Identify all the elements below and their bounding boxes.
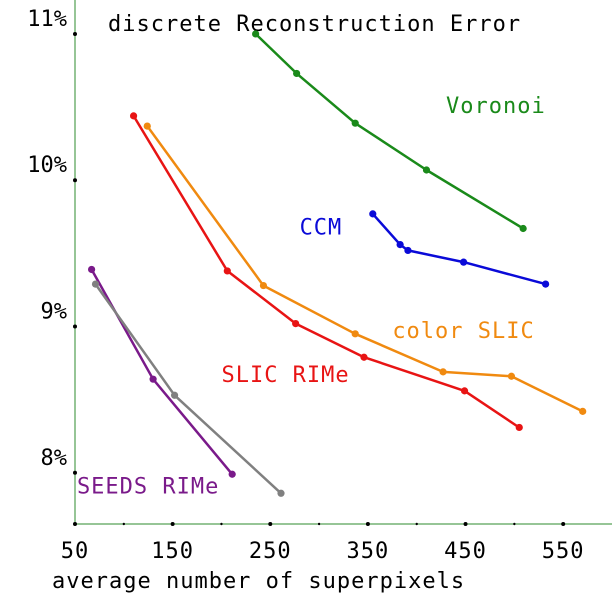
- x-tick-label: 250: [249, 539, 292, 564]
- data-point-gray: [170, 391, 179, 399]
- data-point-gray: [91, 280, 100, 288]
- y-tick-mark: [73, 31, 77, 36]
- series-label-slic-rime: SLIC RIMe: [221, 363, 349, 388]
- x-minor-tick-mark: [220, 522, 223, 526]
- x-minor-tick-mark: [317, 522, 321, 526]
- data-point-color-slic: [507, 372, 516, 380]
- y-tick-mark: [73, 324, 77, 329]
- x-tick-label: 350: [347, 539, 390, 564]
- y-tick-label: 10%: [27, 153, 67, 178]
- x-tick-label: 450: [444, 539, 487, 564]
- series-labels: Voronoi CCM color SLIC SLIC RIMe SEEDS RIMe: [77, 94, 546, 499]
- data-point-slic-rime: [292, 319, 300, 328]
- series-label-color-slic: color SLIC: [392, 319, 534, 344]
- x-tick-label: 550: [542, 539, 585, 564]
- x-tick-label: 50: [61, 539, 90, 564]
- series-gray: [91, 280, 285, 497]
- series-label-ccm: CCM: [300, 215, 343, 240]
- data-point-slic-rime: [515, 423, 523, 432]
- series-line-color-slic: [146, 125, 584, 413]
- data-point-slic-rime: [129, 112, 138, 120]
- x-tick-mark: [365, 522, 370, 526]
- series-layer: [87, 30, 587, 497]
- data-point-ccm: [369, 210, 377, 218]
- y-tick-label: 8%: [41, 446, 68, 471]
- data-point-ccm: [542, 280, 550, 288]
- data-point-color-slic: [143, 122, 151, 130]
- x-tick-mark: [268, 522, 273, 526]
- series-seeds-rime: [87, 265, 236, 478]
- data-point-color-slic: [351, 330, 359, 338]
- series-ccm: [369, 210, 550, 288]
- data-point-ccm: [396, 240, 404, 249]
- series-voronoi: [252, 30, 527, 233]
- data-point-voronoi: [252, 30, 260, 38]
- data-point-slic-rime: [460, 387, 469, 395]
- data-point-voronoi: [422, 166, 431, 174]
- chart-title: discrete Reconstruction Error: [108, 12, 521, 37]
- series-line-slic-rime: [132, 115, 520, 429]
- data-point-seeds-rime: [149, 375, 157, 383]
- y-tick-mark: [73, 178, 77, 183]
- y-tick-label: 9%: [41, 300, 68, 325]
- x-tick-label: 150: [151, 539, 194, 564]
- data-point-color-slic: [579, 407, 587, 415]
- x-minor-tick-mark: [415, 522, 418, 526]
- data-point-ccm: [404, 246, 412, 255]
- series-line-gray: [94, 283, 282, 495]
- x-tick-mark: [463, 522, 468, 526]
- x-tick-mark: [561, 522, 566, 526]
- series-color-slic: [143, 122, 587, 415]
- series-line-seeds-rime: [90, 268, 234, 476]
- data-point-ccm: [459, 258, 468, 266]
- x-minor-tick-mark: [513, 522, 516, 526]
- series-slic-rime: [129, 112, 523, 432]
- data-point-color-slic: [439, 368, 447, 376]
- data-point-voronoi: [351, 119, 359, 127]
- y-tick-mark: [73, 470, 77, 475]
- data-point-slic-rime: [360, 353, 368, 361]
- data-point-seeds-rime: [87, 265, 96, 274]
- y-tick-label: 11%: [27, 7, 67, 32]
- data-point-color-slic: [259, 281, 268, 290]
- series-line-voronoi: [254, 32, 524, 230]
- x-tick-mark: [170, 522, 175, 526]
- data-point-slic-rime: [223, 267, 231, 275]
- series-label-voronoi: Voronoi: [446, 94, 546, 119]
- x-axis-label: average number of superpixels: [52, 569, 465, 594]
- axes: 8% 9% 10% 11% 50 150 250 350 450 550: [27, 0, 612, 564]
- data-point-seeds-rime: [228, 470, 236, 478]
- data-point-voronoi: [519, 224, 527, 233]
- data-point-gray: [277, 489, 285, 497]
- series-label-seeds-rime: SEEDS RIMe: [77, 474, 219, 499]
- data-point-voronoi: [293, 69, 301, 78]
- series-line-ccm: [371, 213, 546, 286]
- x-tick-mark: [73, 522, 77, 526]
- x-minor-tick-mark: [122, 522, 126, 526]
